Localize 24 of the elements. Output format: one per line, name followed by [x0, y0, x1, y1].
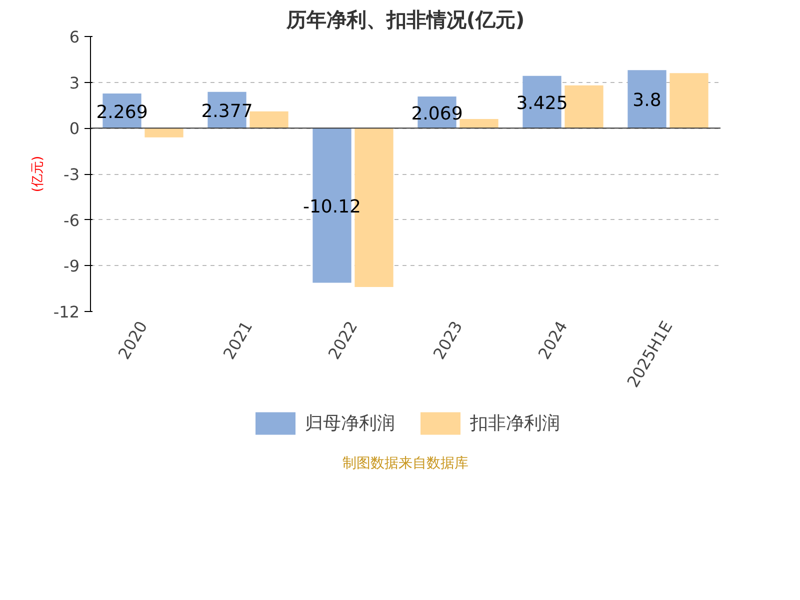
- bar: [670, 73, 708, 128]
- data-label: 2.377: [201, 101, 253, 122]
- data-label: 3.8: [632, 90, 662, 112]
- y-tick-label: 3: [69, 73, 80, 92]
- bar: [564, 85, 604, 128]
- y-tick-label: 6: [69, 28, 80, 46]
- chart-title: 历年净利、扣非情况(亿元): [285, 8, 525, 32]
- bar: [460, 119, 498, 128]
- y-tick-label: -12: [53, 302, 80, 322]
- legend-label: 归母净利润: [305, 412, 395, 435]
- text: 制图数据来自数据库: [342, 456, 468, 472]
- data-label: 3.425: [516, 93, 568, 114]
- y-tick-label: 0: [69, 119, 80, 138]
- y-tick-label: -3: [64, 165, 80, 184]
- y-axis-title: (亿元): [30, 156, 46, 192]
- data-label: 2.269: [96, 102, 148, 123]
- bar: [628, 70, 666, 128]
- y-tick-label: -9: [64, 256, 80, 276]
- data-label: -10.12: [302, 196, 362, 218]
- bar: [144, 128, 184, 138]
- legend-label: 扣非净利润: [470, 412, 560, 435]
- y-tick-label: -6: [64, 210, 80, 230]
- bar: [250, 111, 288, 128]
- data-label: 2.069: [411, 103, 463, 124]
